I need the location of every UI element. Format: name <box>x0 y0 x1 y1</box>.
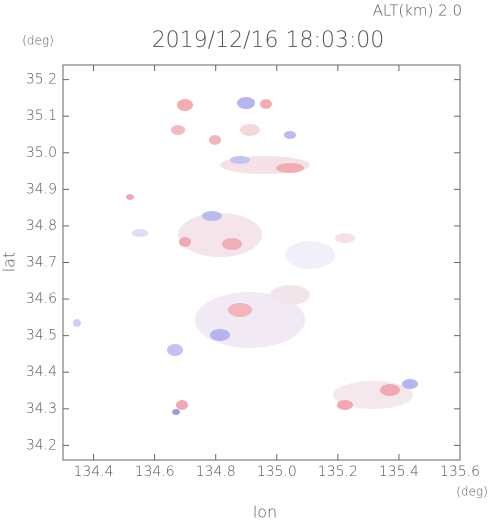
y-tick-label: 34.2 <box>26 437 57 453</box>
chart-title: 2019/12/16 18:03:00 <box>152 28 385 53</box>
x-tick-label: 135.0 <box>257 464 297 480</box>
x-tick-label: 135.4 <box>379 464 419 480</box>
x-axis-label: lon <box>253 503 277 521</box>
x-tick-label: 135.6 <box>440 464 480 480</box>
radar-echoes <box>73 97 418 415</box>
y-tick-label: 35.0 <box>26 145 57 161</box>
y-tick-label: 34.5 <box>26 328 57 344</box>
x-tick-label: 134.6 <box>135 464 175 480</box>
y-unit: (deg) <box>22 34 54 48</box>
x-tick-label: 134.4 <box>73 464 113 480</box>
x-tick-label: 134.8 <box>196 464 236 480</box>
x-unit: (deg) <box>456 485 488 499</box>
y-tick-label: 34.3 <box>26 401 57 417</box>
y-tick-label: 34.9 <box>26 181 57 197</box>
y-tick-label: 35.1 <box>26 108 57 124</box>
x-tick-label: 135.2 <box>318 464 358 480</box>
altitude-label: ALT(km) 2.0 <box>373 2 462 20</box>
y-tick-label: 34.6 <box>26 291 57 307</box>
y-tick-label: 35.2 <box>26 72 57 88</box>
y-tick-label: 34.4 <box>26 364 57 380</box>
y-tick-label: 34.7 <box>26 255 57 271</box>
y-tick-label: 34.8 <box>26 218 57 234</box>
y-axis-label: lat <box>0 252 19 273</box>
